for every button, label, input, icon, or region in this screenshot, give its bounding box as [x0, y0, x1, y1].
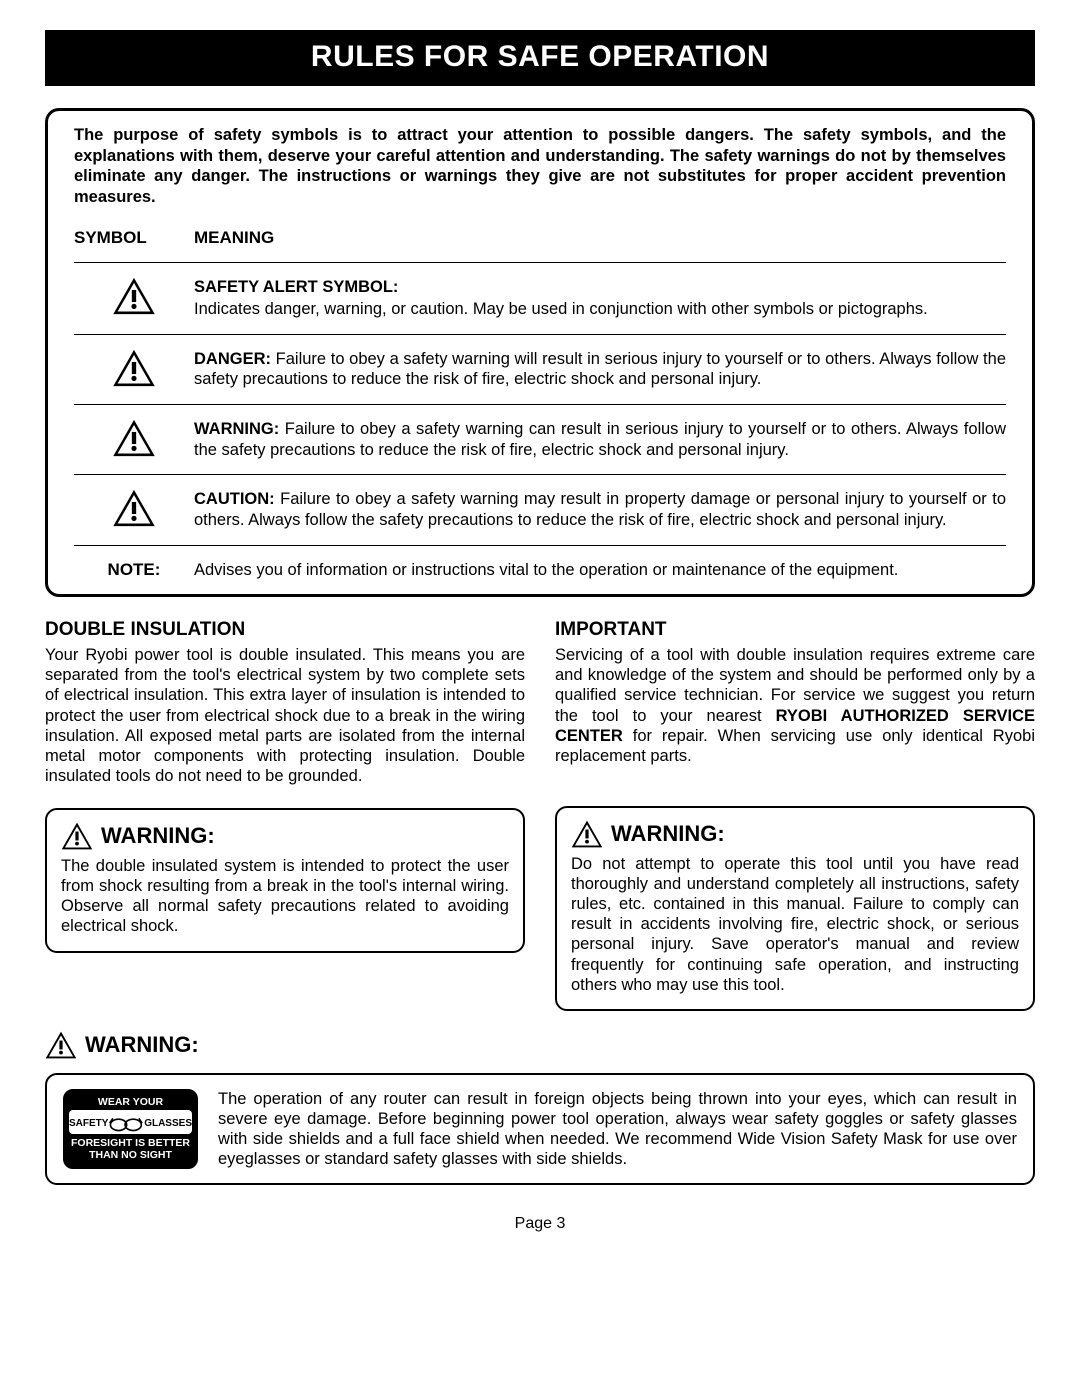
row-safety-alert: SAFETY ALERT SYMBOL: Indicates danger, w…: [74, 262, 1006, 334]
badge-line1: WEAR YOUR: [69, 1096, 192, 1108]
important-heading: IMPORTANT: [555, 619, 1035, 641]
glasses-icon: [108, 1114, 144, 1134]
eye-protection-box: WEAR YOUR SAFETY GLASSES FORESIGHT IS BE…: [45, 1073, 1035, 1186]
warning-heading: WARNING:: [611, 821, 725, 847]
safety-alert-text: Indicates danger, warning, or caution. M…: [194, 300, 928, 318]
warning-body-left: The double insulated system is intended …: [61, 856, 509, 937]
alert-triangle-icon: [74, 489, 194, 527]
header-symbol: SYMBOL: [74, 228, 194, 248]
danger-lead: DANGER:: [194, 350, 271, 368]
safety-glasses-badge: WEAR YOUR SAFETY GLASSES FORESIGHT IS BE…: [63, 1089, 198, 1169]
caution-text: Failure to obey a safety warning may res…: [194, 490, 1006, 529]
danger-text: Failure to obey a safety warning will re…: [194, 350, 1006, 389]
badge-line4: THAN NO SIGHT: [69, 1149, 192, 1161]
alert-triangle-icon: [74, 277, 194, 315]
symbol-table-box: The purpose of safety symbols is to attr…: [45, 108, 1035, 597]
page-number: Page 3: [45, 1215, 1035, 1233]
row-caution: CAUTION: Failure to obey a safety warnin…: [74, 474, 1006, 544]
double-insulation-heading: DOUBLE INSULATION: [45, 619, 525, 641]
note-text: Advises you of information or instructio…: [194, 560, 1006, 581]
warning-lead: WARNING:: [194, 420, 279, 438]
warning-box-left: WARNING: The double insulated system is …: [45, 808, 525, 953]
left-column: DOUBLE INSULATION Your Ryobi power tool …: [45, 619, 525, 1011]
right-column: IMPORTANT Servicing of a tool with doubl…: [555, 619, 1035, 1011]
two-column-section: DOUBLE INSULATION Your Ryobi power tool …: [45, 619, 1035, 1011]
warning-box-right: WARNING: Do not attempt to operate this …: [555, 806, 1035, 1011]
header-meaning: MEANING: [194, 228, 274, 248]
row-warning: WARNING: Failure to obey a safety warnin…: [74, 404, 1006, 474]
badge-glasses: GLASSES: [144, 1118, 192, 1130]
alert-triangle-icon: [45, 1031, 77, 1059]
note-label: NOTE:: [74, 560, 194, 580]
safety-alert-title: SAFETY ALERT SYMBOL:: [194, 277, 1006, 298]
warning-text: Failure to obey a safety warning can res…: [194, 420, 1006, 459]
badge-safety: SAFETY: [69, 1118, 108, 1130]
row-danger: DANGER: Failure to obey a safety warning…: [74, 334, 1006, 404]
page-title: RULES FOR SAFE OPERATION: [45, 30, 1035, 86]
row-note: NOTE: Advises you of information or inst…: [74, 545, 1006, 595]
alert-triangle-icon: [74, 349, 194, 387]
badge-line3: FORESIGHT IS BETTER: [69, 1137, 192, 1149]
caution-lead: CAUTION:: [194, 490, 275, 508]
important-text: Servicing of a tool with double insulati…: [555, 645, 1035, 766]
warning-heading-bottom: WARNING:: [45, 1031, 1035, 1059]
alert-triangle-icon: [74, 419, 194, 457]
warning-heading: WARNING:: [101, 823, 215, 849]
alert-triangle-icon: [571, 820, 603, 848]
table-header: SYMBOL MEANING: [74, 228, 1006, 248]
alert-triangle-icon: [61, 822, 93, 850]
intro-text: The purpose of safety symbols is to attr…: [74, 125, 1006, 208]
double-insulation-text: Your Ryobi power tool is double insulate…: [45, 645, 525, 786]
warning-body-right: Do not attempt to operate this tool unti…: [571, 854, 1019, 995]
eye-protection-text: The operation of any router can result i…: [218, 1089, 1017, 1170]
